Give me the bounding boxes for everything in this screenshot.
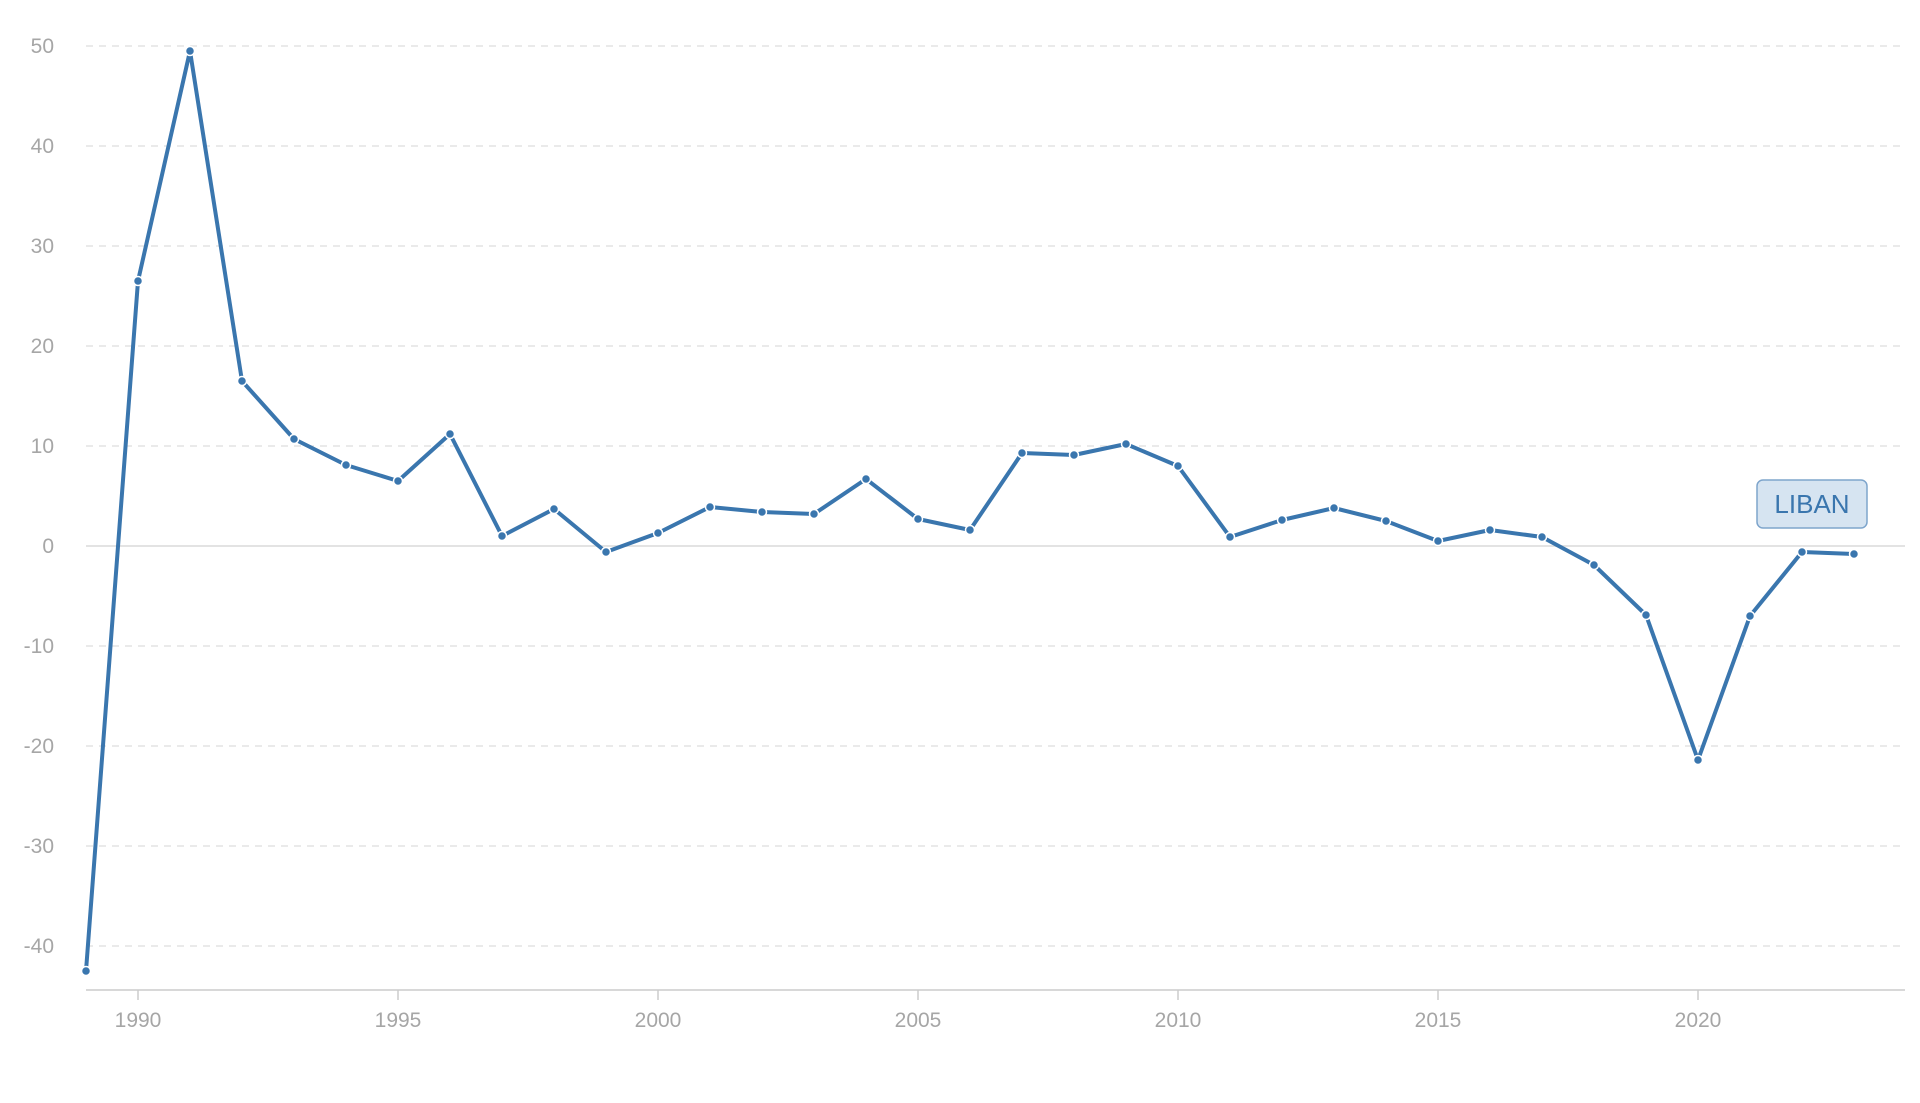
data-point[interactable] [1796, 546, 1808, 558]
y-axis-tick-labels: -40 -30 -20 -10 0 10 20 30 40 50 [24, 35, 54, 958]
data-point[interactable] [80, 965, 92, 977]
series-label-box [1756, 479, 1868, 529]
data-point[interactable] [496, 530, 508, 542]
series-line-0 [84, 49, 1856, 973]
data-point[interactable] [288, 433, 300, 445]
data-point[interactable] [1276, 514, 1288, 526]
data-point[interactable] [964, 524, 976, 536]
series-label-text: LIBAN [1774, 489, 1849, 519]
series-lines [84, 49, 1856, 973]
x-tick-label: 2000 [635, 1009, 682, 1032]
data-point[interactable] [1744, 610, 1756, 622]
series-points [80, 45, 1860, 977]
data-point[interactable] [1848, 548, 1860, 560]
data-point[interactable] [860, 473, 872, 485]
data-point[interactable] [1328, 502, 1340, 514]
data-point[interactable] [1588, 559, 1600, 571]
data-point[interactable] [1484, 524, 1496, 536]
y-tick-label: 50 [31, 35, 54, 58]
data-point[interactable] [600, 546, 612, 558]
data-point[interactable] [1016, 447, 1028, 459]
y-tick-label: 0 [42, 535, 54, 558]
data-point[interactable] [808, 508, 820, 520]
y-tick-label: 20 [31, 335, 54, 358]
data-point[interactable] [548, 503, 560, 515]
data-point[interactable] [912, 513, 924, 525]
x-tick-label: 2010 [1155, 1009, 1202, 1032]
data-point[interactable] [1172, 460, 1184, 472]
data-point[interactable] [236, 375, 248, 387]
data-point[interactable] [652, 527, 664, 539]
series-label[interactable]: LIBAN [1756, 479, 1868, 529]
data-point[interactable] [1536, 531, 1548, 543]
data-point[interactable] [132, 275, 144, 287]
data-point[interactable] [184, 45, 196, 57]
y-tick-label: 10 [31, 435, 54, 458]
series-end-labels: LIBAN [1756, 479, 1868, 529]
x-tick-label: 1990 [115, 1009, 162, 1032]
y-tick-label: 40 [31, 135, 54, 158]
y-tick-label: -40 [24, 935, 54, 958]
data-point[interactable] [704, 501, 716, 513]
x-tick-label: 2020 [1675, 1009, 1722, 1032]
y-tick-label: -20 [24, 735, 54, 758]
data-point[interactable] [392, 475, 404, 487]
data-point[interactable] [1120, 438, 1132, 450]
data-point[interactable] [1380, 515, 1392, 527]
x-tick-label: 1995 [375, 1009, 422, 1032]
data-point[interactable] [1068, 449, 1080, 461]
grid-lines [86, 45, 1905, 947]
data-point[interactable] [340, 459, 352, 471]
x-tick-label: 2005 [895, 1009, 942, 1032]
y-tick-label: -30 [24, 835, 54, 858]
data-point[interactable] [756, 506, 768, 518]
y-tick-label: -10 [24, 635, 54, 658]
data-point[interactable] [444, 428, 456, 440]
data-point[interactable] [1640, 609, 1652, 621]
y-tick-label: 30 [31, 235, 54, 258]
data-point[interactable] [1224, 531, 1236, 543]
data-point[interactable] [1692, 754, 1704, 766]
data-point[interactable] [1432, 535, 1444, 547]
x-axis: 1990 1995 2000 2005 2010 2015 2020 [86, 989, 1905, 1032]
x-tick-label: 2015 [1415, 1009, 1462, 1032]
